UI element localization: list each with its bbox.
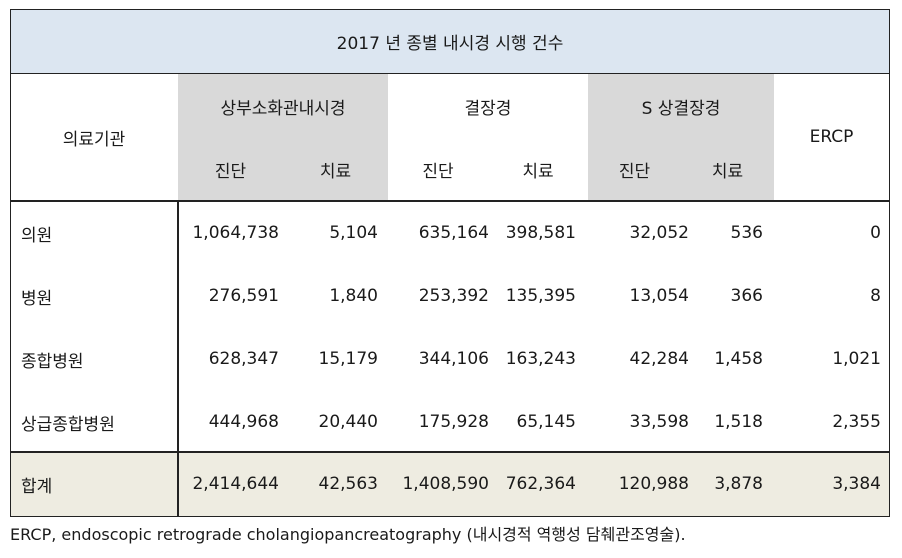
total-row-value: 120,988 xyxy=(618,474,689,494)
table-row-value: 13,054 xyxy=(629,286,689,306)
total-divider xyxy=(11,451,889,453)
table-row-value: 2,355 xyxy=(832,412,881,432)
table-row-value: 1,518 xyxy=(714,412,763,432)
table-row-value: 15,179 xyxy=(318,349,378,369)
header-bg-upper-gi xyxy=(178,74,388,200)
header-divider xyxy=(11,200,889,202)
total-row-label: 합계 xyxy=(21,476,53,497)
total-row-value: 762,364 xyxy=(505,474,576,494)
header-bg-sigmoidoscopy xyxy=(588,74,774,200)
header-group-sigmoidoscopy: S 상결장경 xyxy=(641,98,721,119)
total-row-value: 42,563 xyxy=(318,474,378,494)
table-title-bar: 2017 년 종별 내시경 시행 건수 xyxy=(11,10,889,74)
table-row-value: 20,440 xyxy=(318,412,378,432)
column-divider xyxy=(177,200,179,516)
header-sub-treatment: 치료 xyxy=(522,161,554,182)
table-row-value: 1,458 xyxy=(714,349,763,369)
table-row-value: 8 xyxy=(870,286,881,306)
table-row-value: 276,591 xyxy=(208,286,279,306)
endoscopy-table: 2017 년 종별 내시경 시행 건수 의료기관 상부소화관내시경 결장경 S … xyxy=(10,9,890,517)
header-group-upper-gi: 상부소화관내시경 xyxy=(220,98,346,119)
total-row-bg xyxy=(11,451,889,516)
table-row-label: 상급종합병원 xyxy=(21,414,115,435)
table-row-value: 398,581 xyxy=(505,223,576,243)
header-group-colonoscopy: 결장경 xyxy=(464,98,512,119)
table-row-value: 628,347 xyxy=(208,349,279,369)
table-row-value: 163,243 xyxy=(505,349,576,369)
table-row-value: 33,598 xyxy=(629,412,689,432)
table-row-value: 1,840 xyxy=(329,286,378,306)
table-row-value: 253,392 xyxy=(418,286,489,306)
table-row-value: 366 xyxy=(730,286,763,306)
header-institution: 의료기관 xyxy=(62,129,126,150)
table-row-label: 종합병원 xyxy=(21,351,84,372)
header-sub-treatment: 치료 xyxy=(711,161,744,182)
table-caption: ERCP, endoscopic retrograde cholangiopan… xyxy=(10,525,686,544)
table-row-value: 5,104 xyxy=(329,223,378,243)
table-row-label: 의원 xyxy=(21,225,53,246)
table-row-value: 1,021 xyxy=(832,349,881,369)
header-sub-diagnosis: 진단 xyxy=(618,161,651,182)
header-sub-diagnosis: 진단 xyxy=(422,161,454,182)
table-row-value: 135,395 xyxy=(505,286,576,306)
table-row-value: 65,145 xyxy=(516,412,576,432)
table-row-label: 병원 xyxy=(21,288,53,309)
table-row-value: 344,106 xyxy=(418,349,489,369)
table-row-value: 0 xyxy=(870,223,881,243)
table-row-value: 32,052 xyxy=(629,223,689,243)
total-row-value: 2,414,644 xyxy=(192,474,279,494)
header-ercp: ERCP xyxy=(809,127,854,147)
table-row-value: 175,928 xyxy=(418,412,489,432)
header-sub-diagnosis: 진단 xyxy=(214,161,247,182)
table-row-value: 635,164 xyxy=(418,223,489,243)
table-row-value: 42,284 xyxy=(629,349,689,369)
total-row-value: 1,408,590 xyxy=(402,474,489,494)
header-sub-treatment: 치료 xyxy=(319,161,352,182)
total-row-value: 3,878 xyxy=(714,474,763,494)
table-row-value: 536 xyxy=(730,223,763,243)
table-row-value: 1,064,738 xyxy=(192,223,279,243)
table-title: 2017 년 종별 내시경 시행 건수 xyxy=(336,34,564,54)
table-row-value: 444,968 xyxy=(208,412,279,432)
total-row-value: 3,384 xyxy=(832,474,881,494)
